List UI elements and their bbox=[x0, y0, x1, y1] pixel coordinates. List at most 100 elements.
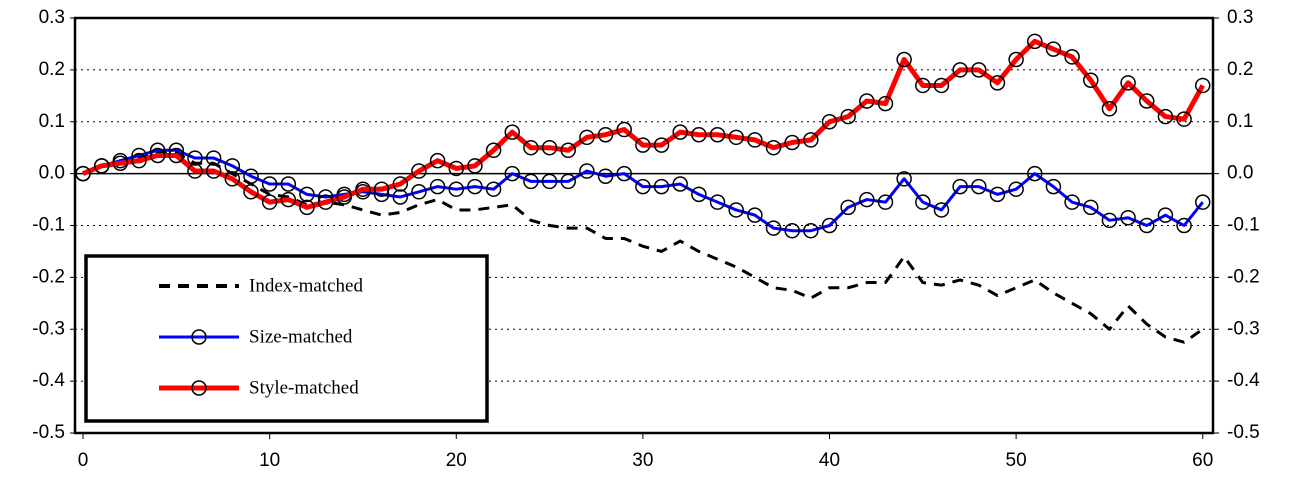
series-line bbox=[82, 38, 1205, 210]
point-marker bbox=[1008, 181, 1024, 197]
legend-box bbox=[84, 254, 489, 423]
series-line bbox=[82, 151, 1204, 344]
point-marker bbox=[597, 126, 614, 143]
point-marker bbox=[971, 178, 987, 195]
point-marker bbox=[336, 189, 353, 205]
point-marker bbox=[616, 121, 632, 138]
point-marker bbox=[429, 178, 446, 195]
y-tick-label: -0.3 bbox=[32, 318, 65, 339]
point-marker bbox=[112, 155, 129, 171]
point-marker bbox=[224, 171, 241, 187]
point-marker bbox=[784, 222, 800, 239]
point-marker bbox=[205, 150, 222, 166]
point-marker bbox=[541, 173, 558, 190]
point-marker bbox=[560, 173, 576, 190]
point-marker bbox=[392, 176, 409, 192]
legend-label: Index-matched bbox=[249, 275, 363, 296]
point-marker bbox=[355, 181, 371, 197]
point-marker bbox=[467, 158, 483, 174]
point-marker bbox=[597, 168, 614, 184]
legend-label: Size-matched bbox=[249, 326, 353, 347]
point-marker bbox=[1194, 77, 1211, 94]
point-marker bbox=[709, 126, 726, 143]
point-marker bbox=[784, 134, 800, 151]
x-tick-label: 40 bbox=[819, 450, 840, 471]
point-marker bbox=[504, 124, 520, 140]
y2-tick-label: 0.0 bbox=[1227, 163, 1253, 184]
x-tick-label: 20 bbox=[446, 450, 467, 471]
point-marker bbox=[1045, 178, 1062, 195]
x-tick-label: 0 bbox=[78, 450, 89, 471]
legend-marker bbox=[191, 380, 207, 396]
y-tick-label: 0.0 bbox=[39, 163, 65, 184]
point-marker bbox=[1027, 33, 1043, 50]
y2-tick-label: -0.3 bbox=[1227, 318, 1260, 339]
point-marker bbox=[523, 173, 539, 190]
point-marker bbox=[317, 194, 334, 210]
point-marker bbox=[579, 163, 595, 179]
point-marker bbox=[1139, 217, 1155, 234]
point-marker bbox=[672, 176, 688, 192]
point-marker bbox=[392, 189, 409, 205]
y-tick-label: 0.2 bbox=[39, 59, 65, 80]
point-marker bbox=[187, 150, 203, 166]
y-tick-label: -0.2 bbox=[32, 266, 65, 287]
point-marker bbox=[224, 158, 241, 174]
point-marker bbox=[952, 178, 968, 195]
y2-tick-label: -0.5 bbox=[1227, 422, 1260, 443]
point-marker bbox=[877, 95, 894, 112]
y2-tick-label: 0.3 bbox=[1227, 7, 1253, 28]
point-marker bbox=[1083, 199, 1099, 216]
point-marker bbox=[1139, 93, 1155, 109]
point-marker bbox=[280, 191, 297, 208]
y2-tick-label: 0.2 bbox=[1227, 59, 1253, 80]
point-marker bbox=[1101, 101, 1118, 117]
y2-tick-label: -0.1 bbox=[1227, 215, 1260, 236]
point-marker bbox=[448, 181, 465, 197]
point-marker bbox=[131, 152, 147, 169]
y2-tick-label: 0.1 bbox=[1227, 111, 1253, 132]
x-tick-label: 10 bbox=[259, 450, 280, 471]
point-marker bbox=[523, 139, 539, 156]
point-marker bbox=[1120, 209, 1136, 226]
point-marker bbox=[728, 202, 744, 218]
series-line bbox=[82, 148, 1204, 233]
point-marker bbox=[840, 199, 856, 216]
point-marker bbox=[411, 184, 427, 200]
point-marker bbox=[896, 171, 912, 187]
point-marker bbox=[280, 176, 297, 192]
point-marker bbox=[93, 158, 110, 174]
point-marker bbox=[1157, 207, 1174, 223]
point-marker bbox=[1120, 75, 1136, 91]
point-marker bbox=[560, 142, 576, 159]
point-marker bbox=[971, 62, 987, 78]
point-marker bbox=[1008, 51, 1024, 68]
y-tick-label: -0.5 bbox=[32, 422, 65, 443]
point-marker bbox=[896, 51, 912, 68]
point-marker bbox=[373, 181, 390, 197]
point-marker bbox=[504, 165, 520, 182]
point-marker bbox=[728, 129, 744, 146]
point-marker bbox=[691, 186, 707, 203]
point-marker bbox=[933, 202, 950, 218]
point-marker bbox=[187, 163, 203, 179]
y-tick-label: -0.4 bbox=[32, 370, 65, 391]
point-marker bbox=[1064, 194, 1080, 210]
point-marker bbox=[952, 62, 968, 78]
point-marker bbox=[635, 178, 651, 195]
point-marker bbox=[859, 93, 875, 109]
point-marker bbox=[1027, 165, 1043, 182]
point-marker bbox=[616, 165, 632, 182]
point-marker bbox=[653, 178, 670, 195]
point-marker bbox=[747, 207, 763, 223]
x-tick-label: 30 bbox=[632, 450, 653, 471]
point-marker bbox=[149, 147, 166, 164]
point-marker bbox=[989, 75, 1006, 91]
point-marker bbox=[765, 220, 782, 236]
point-marker bbox=[803, 222, 819, 239]
point-marker bbox=[709, 194, 726, 210]
y2-tick-label: -0.2 bbox=[1227, 266, 1260, 287]
point-marker bbox=[840, 108, 856, 125]
